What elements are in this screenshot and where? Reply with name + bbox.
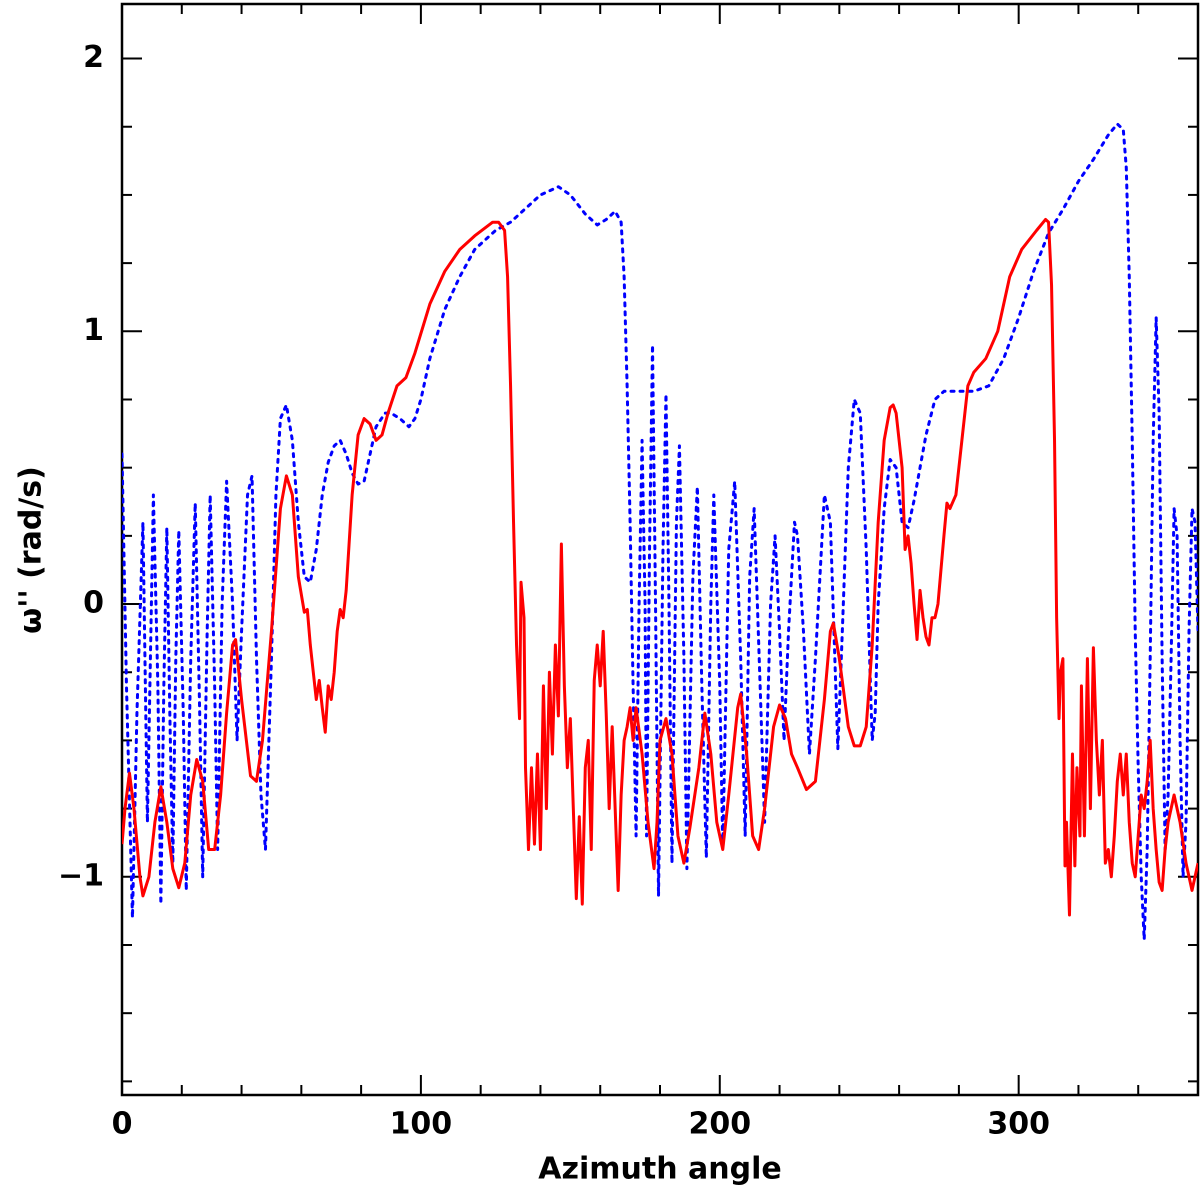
y-tick-label: 0 — [83, 586, 104, 621]
y-axis-label: ω'' (rad/s) — [14, 466, 49, 634]
x-tick-label: 0 — [112, 1107, 133, 1142]
x-tick-label: 300 — [987, 1107, 1050, 1142]
y-tick-label: 1 — [83, 313, 104, 348]
x-tick-label: 100 — [390, 1107, 453, 1142]
series-line — [122, 217, 1198, 917]
plot-frame — [120, 2, 1200, 1097]
x-tick-label: 200 — [688, 1107, 751, 1142]
y-tick-label: 2 — [83, 40, 104, 75]
series-line — [122, 122, 1198, 942]
y-tick-label: −1 — [58, 858, 104, 893]
x-axis-label: Azimuth angle — [538, 1152, 781, 1187]
